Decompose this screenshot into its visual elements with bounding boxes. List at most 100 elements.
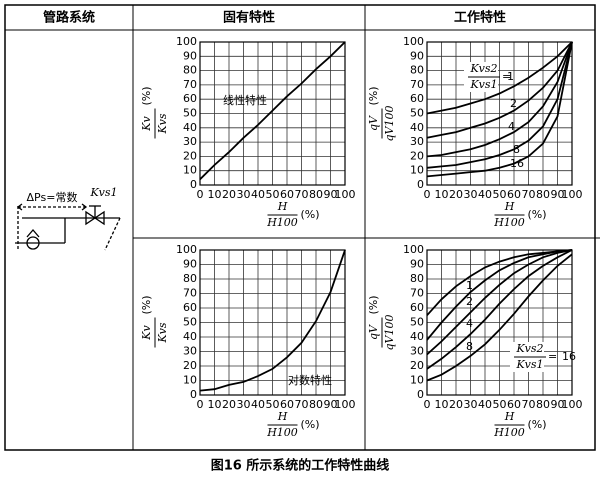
y-tick-label: 100: [176, 243, 197, 256]
x-tick-label: 80: [309, 188, 323, 201]
y-tick-label: 60: [183, 301, 197, 314]
curve-label: 16: [562, 350, 576, 363]
x-tick-label: 20: [222, 398, 236, 411]
y-tick-label: 60: [410, 92, 424, 105]
y-tick-label: 60: [410, 301, 424, 314]
curve-label: 16: [510, 157, 524, 170]
y-tick-label: 10: [410, 374, 424, 387]
fraction-numerator: H: [504, 410, 515, 423]
y-axis-unit: (%): [140, 295, 153, 314]
fraction-numerator: Kv: [140, 116, 153, 132]
curve: [426, 41, 573, 169]
fraction-denominator: Kvs1: [515, 358, 543, 371]
curve-label: 8: [466, 340, 473, 353]
header: 固有特性: [223, 10, 275, 26]
y-tick-label: 100: [176, 35, 197, 48]
curve-label: 2: [466, 295, 473, 308]
y-tick-label: 70: [410, 78, 424, 91]
y-tick-label: 80: [410, 272, 424, 285]
x-tick-label: 40: [251, 398, 265, 411]
fraction-denominator: H100: [493, 426, 525, 439]
x-tick-label: 0: [424, 398, 431, 411]
curve: [426, 249, 573, 370]
curve: [426, 41, 573, 158]
y-tick-label: 50: [410, 107, 424, 120]
y-tick-label: 10: [183, 164, 197, 177]
y-tick-label: 100: [403, 243, 424, 256]
y-tick-label: 70: [183, 287, 197, 300]
header: 工作特性: [454, 10, 506, 26]
x-tick-label: 100: [562, 188, 583, 201]
x-tick-label: 30: [237, 188, 251, 201]
y-tick-label: 50: [410, 316, 424, 329]
curve-label: 4: [466, 317, 473, 330]
curve-label: 2: [510, 97, 517, 110]
pressure-label: ΔPs=常数: [27, 191, 78, 204]
y-axis-label: qV qV100(%): [367, 295, 396, 350]
x-tick-label: 50: [493, 398, 507, 411]
x-tick-label: 60: [507, 188, 521, 201]
x-tick-label: 80: [536, 188, 550, 201]
x-tick-label: 40: [478, 188, 492, 201]
plot-frame: [199, 41, 346, 186]
x-axis-unit: (%): [528, 208, 547, 221]
curve: [426, 249, 573, 356]
annotation: 对数特性: [288, 373, 332, 387]
x-tick-label: 60: [280, 188, 294, 201]
x-tick-label: 40: [251, 188, 265, 201]
y-tick-label: 20: [410, 149, 424, 162]
curve: [199, 41, 346, 180]
x-tick-label: 80: [309, 398, 323, 411]
y-axis-unit: (%): [140, 86, 153, 105]
y-axis-unit: (%): [367, 295, 380, 314]
x-tick-label: 90: [324, 398, 338, 411]
fraction-denominator: Kvs1: [469, 78, 497, 91]
y-axis-label: qV qV100(%): [367, 86, 396, 141]
plot-frame: [199, 249, 346, 396]
fraction-numerator: H: [504, 200, 515, 213]
y-tick-label: 40: [183, 121, 197, 134]
x-tick-label: 70: [295, 188, 309, 201]
y-tick-label: 40: [183, 330, 197, 343]
x-axis-unit: (%): [301, 418, 320, 431]
curve-label: 1: [466, 279, 473, 292]
x-tick-label: 70: [295, 398, 309, 411]
fraction-denominator: qV100: [383, 106, 396, 142]
x-tick-label: 70: [522, 188, 536, 201]
header: 管路系统: [43, 10, 95, 26]
y-axis-unit: (%): [367, 86, 380, 105]
x-tick-label: 90: [551, 188, 565, 201]
pipe-diagram: [15, 203, 121, 251]
x-tick-label: 40: [478, 398, 492, 411]
curve-label: 8: [513, 143, 520, 156]
fraction-numerator: qV: [367, 324, 380, 340]
x-axis-unit: (%): [301, 208, 320, 221]
y-tick-label: 0: [190, 388, 197, 401]
curve: [199, 249, 346, 392]
fraction-denominator: Kvs: [156, 322, 169, 343]
y-tick-label: 90: [183, 258, 197, 271]
curve-label: 4: [508, 120, 515, 133]
y-tick-label: 20: [183, 149, 197, 162]
y-tick-label: 100: [403, 35, 424, 48]
x-tick-label: 60: [280, 398, 294, 411]
x-tick-label: 50: [493, 188, 507, 201]
y-tick-label: 10: [183, 374, 197, 387]
y-tick-label: 40: [410, 330, 424, 343]
y-tick-label: 80: [183, 272, 197, 285]
y-tick-label: 60: [183, 92, 197, 105]
curve: [426, 249, 573, 316]
x-tick-label: 10: [435, 398, 449, 411]
x-tick-label: 50: [266, 188, 280, 201]
x-tick-label: 0: [197, 188, 204, 201]
y-tick-label: 30: [410, 345, 424, 358]
y-tick-label: 0: [417, 388, 424, 401]
fraction-denominator: H100: [266, 426, 298, 439]
y-tick-label: 0: [417, 178, 424, 191]
x-tick-label: 0: [424, 188, 431, 201]
fraction-denominator: H100: [493, 216, 525, 229]
valve-label: Kvs1: [89, 186, 117, 199]
fraction-numerator: Kvs2: [469, 62, 497, 75]
y-tick-label: 50: [183, 316, 197, 329]
x-tick-label: 30: [464, 398, 478, 411]
